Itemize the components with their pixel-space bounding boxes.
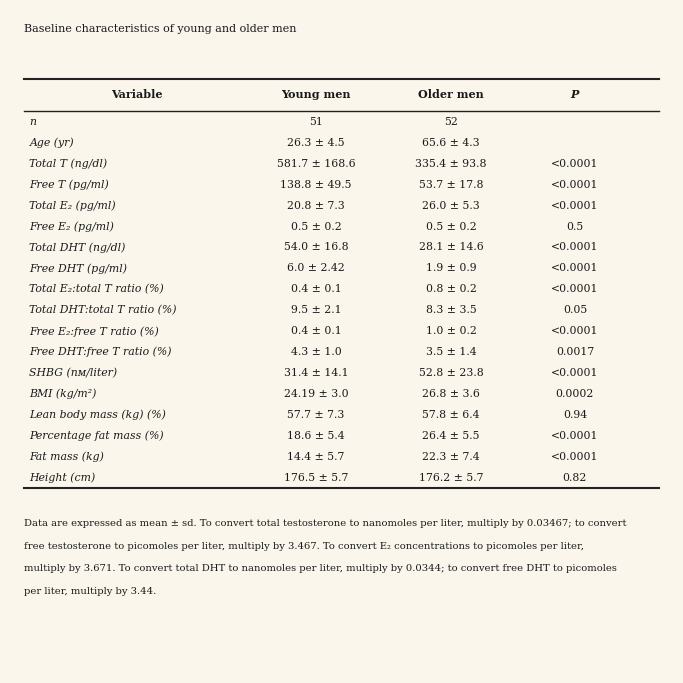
Text: Free T (pg/ml): Free T (pg/ml) (29, 180, 109, 190)
Text: Total E₂:total T ratio (%): Total E₂:total T ratio (%) (29, 284, 164, 294)
Text: free testosterone to picomoles per liter, multiply by 3.467. To convert E₂ conce: free testosterone to picomoles per liter… (24, 542, 584, 550)
Text: n: n (29, 117, 36, 127)
Text: 18.6 ± 5.4: 18.6 ± 5.4 (288, 431, 345, 441)
Text: <0.0001: <0.0001 (551, 201, 599, 210)
Text: 26.0 ± 5.3: 26.0 ± 5.3 (422, 201, 480, 210)
Text: 22.3 ± 7.4: 22.3 ± 7.4 (422, 452, 480, 462)
Text: per liter, multiply by 3.44.: per liter, multiply by 3.44. (24, 587, 156, 596)
Text: 138.8 ± 49.5: 138.8 ± 49.5 (280, 180, 352, 190)
Text: 26.4 ± 5.5: 26.4 ± 5.5 (422, 431, 480, 441)
Text: 57.7 ± 7.3: 57.7 ± 7.3 (288, 410, 345, 420)
Text: 335.4 ± 93.8: 335.4 ± 93.8 (415, 158, 487, 169)
Text: Free DHT (pg/ml): Free DHT (pg/ml) (29, 263, 127, 274)
Text: 0.5: 0.5 (566, 221, 583, 232)
Text: Variable: Variable (111, 89, 163, 100)
Text: Data are expressed as mean ± sd. To convert total testosterone to nanomoles per : Data are expressed as mean ± sd. To conv… (24, 519, 626, 528)
Text: 20.8 ± 7.3: 20.8 ± 7.3 (288, 201, 345, 210)
Text: Free DHT:free T ratio (%): Free DHT:free T ratio (%) (29, 347, 172, 357)
Text: 1.0 ± 0.2: 1.0 ± 0.2 (426, 326, 477, 336)
Text: 8.3 ± 3.5: 8.3 ± 3.5 (426, 305, 477, 316)
Text: 176.2 ± 5.7: 176.2 ± 5.7 (419, 473, 484, 483)
Text: 9.5 ± 2.1: 9.5 ± 2.1 (291, 305, 342, 316)
Text: 51: 51 (309, 117, 323, 127)
Text: multiply by 3.671. To convert total DHT to nanomoles per liter, multiply by 0.03: multiply by 3.671. To convert total DHT … (24, 564, 617, 573)
Text: 31.4 ± 14.1: 31.4 ± 14.1 (283, 368, 348, 378)
Text: <0.0001: <0.0001 (551, 180, 599, 190)
Text: Age (yr): Age (yr) (29, 137, 74, 148)
Text: 52.8 ± 23.8: 52.8 ± 23.8 (419, 368, 484, 378)
Text: <0.0001: <0.0001 (551, 368, 599, 378)
Text: 4.3 ± 1.0: 4.3 ± 1.0 (291, 347, 342, 357)
Text: 0.4 ± 0.1: 0.4 ± 0.1 (291, 284, 342, 294)
Text: <0.0001: <0.0001 (551, 431, 599, 441)
Text: Older men: Older men (418, 89, 484, 100)
Text: 6.0 ± 2.42: 6.0 ± 2.42 (288, 264, 345, 273)
Text: 0.05: 0.05 (563, 305, 587, 316)
Text: Total T (ng/dl): Total T (ng/dl) (29, 158, 107, 169)
Text: 26.8 ± 3.6: 26.8 ± 3.6 (422, 389, 480, 399)
Text: 0.5 ± 0.2: 0.5 ± 0.2 (291, 221, 342, 232)
Text: Baseline characteristics of young and older men: Baseline characteristics of young and ol… (24, 24, 296, 34)
Text: Total DHT:total T ratio (%): Total DHT:total T ratio (%) (29, 305, 177, 316)
Text: 52: 52 (444, 117, 458, 127)
Text: 0.94: 0.94 (563, 410, 587, 420)
Text: 53.7 ± 17.8: 53.7 ± 17.8 (419, 180, 484, 190)
Text: 24.19 ± 3.0: 24.19 ± 3.0 (283, 389, 348, 399)
Text: 28.1 ± 14.6: 28.1 ± 14.6 (419, 242, 484, 253)
Text: 0.4 ± 0.1: 0.4 ± 0.1 (291, 326, 342, 336)
Text: 3.5 ± 1.4: 3.5 ± 1.4 (426, 347, 476, 357)
Text: <0.0001: <0.0001 (551, 242, 599, 253)
Text: BMI (kg/m²): BMI (kg/m²) (29, 389, 97, 400)
Text: 57.8 ± 6.4: 57.8 ± 6.4 (422, 410, 480, 420)
Text: 176.5 ± 5.7: 176.5 ± 5.7 (284, 473, 348, 483)
Text: <0.0001: <0.0001 (551, 158, 599, 169)
Text: Free E₂:free T ratio (%): Free E₂:free T ratio (%) (29, 326, 159, 337)
Text: 54.0 ± 16.8: 54.0 ± 16.8 (283, 242, 348, 253)
Text: Total DHT (ng/dl): Total DHT (ng/dl) (29, 242, 126, 253)
Text: <0.0001: <0.0001 (551, 264, 599, 273)
Text: 0.82: 0.82 (563, 473, 587, 483)
Text: <0.0001: <0.0001 (551, 326, 599, 336)
Text: 581.7 ± 168.6: 581.7 ± 168.6 (277, 158, 355, 169)
Text: 14.4 ± 5.7: 14.4 ± 5.7 (288, 452, 345, 462)
Text: Fat mass (kg): Fat mass (kg) (29, 451, 104, 462)
Text: Percentage fat mass (%): Percentage fat mass (%) (29, 431, 164, 441)
Text: 0.8 ± 0.2: 0.8 ± 0.2 (426, 284, 477, 294)
Text: Young men: Young men (281, 89, 351, 100)
Text: 0.0017: 0.0017 (556, 347, 594, 357)
Text: 26.3 ± 4.5: 26.3 ± 4.5 (288, 138, 345, 148)
Text: 0.0002: 0.0002 (556, 389, 594, 399)
Text: 1.9 ± 0.9: 1.9 ± 0.9 (426, 264, 476, 273)
Text: P: P (571, 89, 579, 100)
Text: Total E₂ (pg/ml): Total E₂ (pg/ml) (29, 200, 116, 211)
Text: <0.0001: <0.0001 (551, 452, 599, 462)
Text: 65.6 ± 4.3: 65.6 ± 4.3 (422, 138, 480, 148)
Text: <0.0001: <0.0001 (551, 284, 599, 294)
Text: SHBG (nᴍ/liter): SHBG (nᴍ/liter) (29, 368, 117, 378)
Text: Lean body mass (kg) (%): Lean body mass (kg) (%) (29, 410, 166, 420)
Text: 0.5 ± 0.2: 0.5 ± 0.2 (426, 221, 477, 232)
Text: Height (cm): Height (cm) (29, 473, 96, 483)
Text: Free E₂ (pg/ml): Free E₂ (pg/ml) (29, 221, 114, 232)
